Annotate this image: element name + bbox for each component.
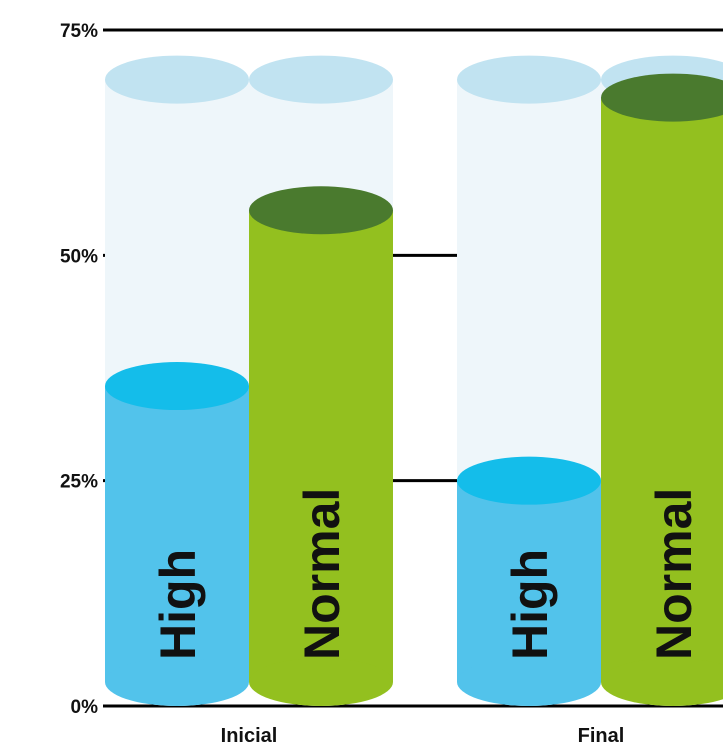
bar-series-label: Normal	[646, 488, 702, 660]
bar-high-body	[457, 480, 601, 682]
x-category-label: Inicial	[221, 725, 278, 747]
bar-normal-top	[249, 186, 393, 235]
bar-normal-top	[601, 73, 723, 122]
bar-normal-body	[601, 97, 723, 683]
bar-high-base	[105, 658, 249, 706]
bar-series-label: High	[502, 549, 558, 660]
bar-normal-base	[601, 658, 723, 706]
y-tick-label: 25%	[60, 472, 98, 493]
bar-normal-base	[249, 658, 393, 706]
y-tick-label: 75%	[60, 21, 98, 42]
bar-background-top	[105, 55, 249, 104]
bar-high-top	[105, 362, 249, 411]
bars	[105, 55, 723, 706]
y-tick-label: 50%	[60, 246, 98, 267]
bar-series-label: Normal	[294, 488, 350, 660]
y-tick-label: 0%	[71, 697, 99, 718]
bar-high-base	[457, 658, 601, 706]
bar-background-top	[249, 55, 393, 104]
x-category-label: Final	[578, 725, 625, 747]
labels: 0% 25% 50% 75% High Normal Inicial High Normal Fi…	[60, 21, 702, 747]
bar-normal	[249, 186, 393, 706]
bar-high-top	[457, 456, 601, 505]
bar-high	[457, 456, 601, 706]
bar-series-label: High	[150, 549, 206, 660]
bar-high	[105, 362, 249, 706]
bar-high-body	[105, 386, 249, 682]
bar-normal	[601, 73, 723, 706]
bar-normal-body	[249, 210, 393, 682]
bar-background-top	[457, 55, 601, 104]
